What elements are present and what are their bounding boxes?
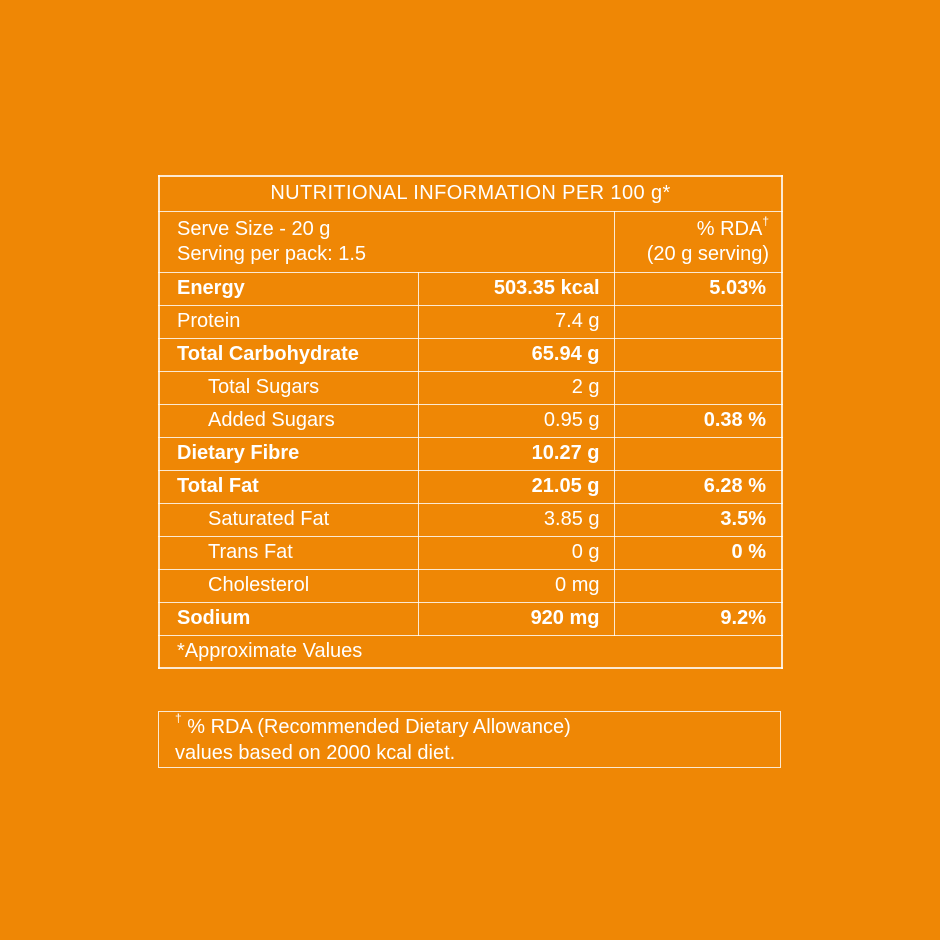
serve-size-row: Serve Size - 20 g Serving per pack: 1.5 … (158, 210, 783, 273)
nutrient-value: 65.94 g (417, 337, 615, 372)
nutrient-label: Protein (158, 304, 419, 339)
rda-footnote-box: † % RDA (Recommended Dietary Allowance) … (158, 711, 781, 768)
rda-footnote-line2: values based on 2000 kcal diet. (175, 741, 456, 764)
table-row: Total Sugars 2 g (158, 370, 783, 405)
table-row: Added Sugars 0.95 g 0.38 % (158, 403, 783, 438)
approx-values-row: *Approximate Values (158, 634, 783, 669)
table-row: Total Carbohydrate 65.94 g (158, 337, 783, 372)
nutrient-rda (613, 436, 783, 471)
nutrient-value: 10.27 g (417, 436, 615, 471)
rda-footnote-line1: † % RDA (Recommended Dietary Allowance) (175, 710, 571, 738)
nutrient-value: 920 mg (417, 601, 615, 636)
nutrient-rda (613, 568, 783, 603)
nutrient-rda: 5.03% (613, 271, 783, 306)
rda-header-sub: (20 g serving) (646, 242, 770, 265)
table-row: Sodium 920 mg 9.2% (158, 601, 783, 636)
nutrient-label: Dietary Fibre (158, 436, 419, 471)
nutrient-value: 21.05 g (417, 469, 615, 504)
table-row: Total Fat 21.05 g 6.28 % (158, 469, 783, 504)
rda-header-label: % RDA† (696, 213, 770, 240)
nutrient-label: Sodium (158, 601, 419, 636)
nutrient-rda (613, 337, 783, 372)
nutrient-value: 0 g (417, 535, 615, 570)
table-row: Cholesterol 0 mg (158, 568, 783, 603)
table-title-row: NUTRITIONAL INFORMATION PER 100 g* (158, 175, 783, 212)
nutrient-label: Total Fat (158, 469, 419, 504)
nutrient-value: 3.85 g (417, 502, 615, 537)
table-row: Energy 503.35 kcal 5.03% (158, 271, 783, 306)
nutrient-label: Total Sugars (158, 370, 419, 405)
table-row: Dietary Fibre 10.27 g (158, 436, 783, 471)
table-row: Saturated Fat 3.85 g 3.5% (158, 502, 783, 537)
serve-size-cell: Serve Size - 20 g Serving per pack: 1.5 (158, 210, 615, 273)
nutrient-rda: 0.38 % (613, 403, 783, 438)
nutrient-rda (613, 370, 783, 405)
dagger-mark: † (762, 213, 770, 228)
nutrient-rda: 9.2% (613, 601, 783, 636)
nutrient-value: 0 mg (417, 568, 615, 603)
nutrition-table-body: Energy 503.35 kcal 5.03% Protein 7.4 g Total … (158, 271, 783, 636)
nutrient-value: 0.95 g (417, 403, 615, 438)
serve-size-line: Serve Size - 20 g (177, 217, 331, 240)
nutrient-label: Total Carbohydrate (158, 337, 419, 372)
nutrient-label: Trans Fat (158, 535, 419, 570)
nutrient-value: 7.4 g (417, 304, 615, 339)
table-title: NUTRITIONAL INFORMATION PER 100 g* (158, 175, 783, 212)
nutrient-rda (613, 304, 783, 339)
serving-per-pack-line: Serving per pack: 1.5 (177, 242, 366, 265)
nutrient-value: 2 g (417, 370, 615, 405)
nutrient-rda: 3.5% (613, 502, 783, 537)
nutrient-rda: 0 % (613, 535, 783, 570)
nutrient-label: Added Sugars (158, 403, 419, 438)
nutrition-table: NUTRITIONAL INFORMATION PER 100 g* Serve… (158, 175, 784, 669)
rda-header-cell: % RDA† (20 g serving) (613, 210, 783, 273)
nutrient-label: Cholesterol (158, 568, 419, 603)
dagger-mark: † (175, 710, 182, 725)
nutrient-label: Saturated Fat (158, 502, 419, 537)
approx-values-note: *Approximate Values (158, 634, 783, 669)
nutrient-value: 503.35 kcal (417, 271, 615, 306)
nutrient-label: Energy (158, 271, 419, 306)
nutrient-rda: 6.28 % (613, 469, 783, 504)
table-row: Protein 7.4 g (158, 304, 783, 339)
